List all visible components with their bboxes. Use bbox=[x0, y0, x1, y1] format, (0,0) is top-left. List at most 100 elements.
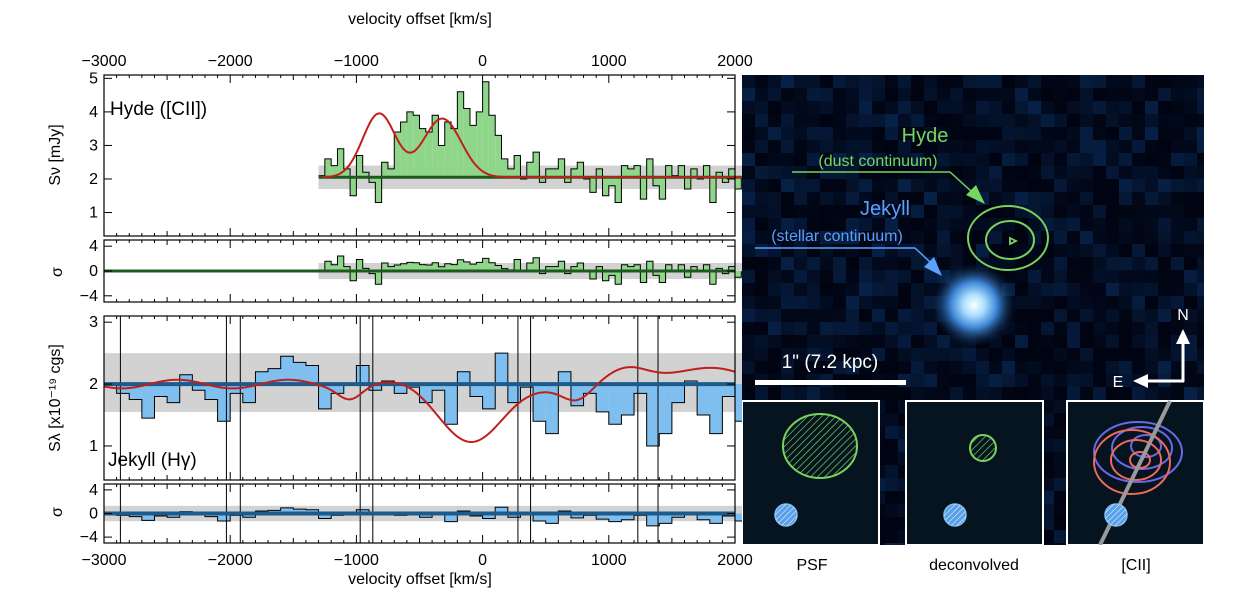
residual-bar bbox=[621, 264, 628, 271]
residual-bar bbox=[444, 513, 458, 522]
residual-bar bbox=[634, 264, 641, 271]
flux-bar bbox=[709, 177, 717, 203]
flux-bar bbox=[482, 384, 496, 409]
jekyll-fit-curve bbox=[103, 366, 736, 444]
jekyll-axes: 1 2 3 bbox=[89, 314, 736, 481]
flux-bar bbox=[596, 384, 609, 412]
hyde-image-label: Hyde bbox=[902, 125, 949, 147]
inset-psf bbox=[742, 400, 880, 545]
residual-bar bbox=[545, 266, 553, 271]
bottom-xtick-label: −2000 bbox=[208, 552, 253, 569]
compass-north-arrowhead bbox=[1176, 329, 1190, 344]
flux-bar bbox=[722, 384, 735, 397]
jekyll-residual-ytick-label: −4 bbox=[80, 529, 98, 546]
cii-contour bbox=[1130, 434, 1162, 458]
bottom-xtick-label: 1000 bbox=[591, 552, 627, 569]
flux-bar bbox=[457, 371, 470, 385]
residual-bar bbox=[735, 513, 748, 521]
bottom-xtick-label: 0 bbox=[478, 552, 487, 569]
residual-bar bbox=[343, 266, 351, 271]
deconvolved-hyde bbox=[969, 434, 997, 462]
residual-bar bbox=[659, 513, 672, 524]
jekyll-ytick-label: 3 bbox=[89, 314, 98, 331]
flux-bar bbox=[192, 384, 205, 391]
flux-bar bbox=[444, 121, 452, 178]
flux-bar bbox=[570, 384, 584, 406]
flux-bar bbox=[425, 132, 433, 178]
flux-bar bbox=[703, 165, 710, 178]
jekyll-residual-ytick-label: 4 bbox=[89, 482, 98, 499]
flux-bar bbox=[356, 155, 363, 178]
flux-bar bbox=[469, 125, 477, 178]
flux-bar bbox=[665, 165, 672, 178]
flux-bar bbox=[413, 115, 420, 178]
flux-bar bbox=[444, 384, 458, 425]
residual-bar bbox=[432, 262, 439, 271]
flux-bar bbox=[495, 135, 502, 178]
cii-contour bbox=[1129, 451, 1151, 469]
jekyll-panel-label: Jekyll (Hγ) bbox=[108, 450, 197, 471]
flux-bar bbox=[697, 384, 710, 416]
flux-bar bbox=[495, 353, 508, 385]
top-xtick-label: −1000 bbox=[334, 53, 379, 70]
flux-bar bbox=[634, 165, 641, 178]
inset-caption-psf: PSF bbox=[796, 557, 827, 574]
cii-contours bbox=[1093, 421, 1183, 495]
residual-bar bbox=[627, 266, 635, 271]
compass-east-arrowhead bbox=[1133, 374, 1148, 388]
hyde-yaxis-label: Sν [mJy] bbox=[47, 124, 64, 185]
inset-caption-cii: [CII] bbox=[1121, 557, 1150, 574]
hyde-residual-ytick-label: 4 bbox=[89, 238, 98, 255]
residual-bar bbox=[375, 271, 382, 285]
residual-bar bbox=[596, 266, 603, 271]
flux-bar bbox=[514, 155, 521, 178]
jekyll-image-sublabel: (stellar continuum) bbox=[771, 228, 903, 245]
flux-bar bbox=[615, 177, 622, 203]
hyde-contour-outer bbox=[967, 205, 1049, 271]
flux-bar bbox=[621, 165, 628, 178]
flux-bar bbox=[387, 168, 395, 178]
residual-bar bbox=[728, 266, 735, 271]
flux-bar bbox=[331, 165, 338, 178]
cii-contour bbox=[1093, 429, 1171, 495]
jekyll-yaxis-label: Sλ [x10⁻¹⁹ cgs] bbox=[47, 344, 64, 452]
flux-bar bbox=[204, 384, 218, 400]
flux-bar bbox=[602, 177, 609, 196]
cii-contour bbox=[1093, 421, 1183, 483]
bottom-xtick-label: −1000 bbox=[334, 552, 379, 569]
top-xtick-label: 1000 bbox=[591, 53, 627, 70]
flux-bar bbox=[621, 384, 635, 416]
flux-bar bbox=[167, 384, 180, 403]
residual-bar bbox=[457, 259, 464, 271]
residual-bar bbox=[356, 259, 363, 271]
compass-east-label: E bbox=[1113, 374, 1124, 391]
flux-bar bbox=[539, 177, 546, 183]
residual-bar bbox=[387, 266, 395, 271]
hyde-ytick-label: 4 bbox=[89, 104, 98, 121]
scalebar-label: 1" (7.2 kpc) bbox=[782, 352, 879, 373]
residual-bar bbox=[678, 264, 685, 271]
flux-bar bbox=[463, 108, 470, 178]
flux-bar bbox=[545, 384, 559, 434]
residual-bar bbox=[640, 271, 647, 283]
hyde-ytick-label: 2 bbox=[89, 171, 98, 188]
cii-contour bbox=[1110, 439, 1162, 481]
cii-contour bbox=[1111, 426, 1173, 470]
inset-caption-deconvolved: deconvolved bbox=[929, 557, 1019, 574]
flux-bar bbox=[722, 177, 729, 183]
flux-bar bbox=[577, 162, 584, 178]
flux-bar bbox=[469, 384, 483, 397]
flux-bar bbox=[432, 384, 445, 391]
residual-bar bbox=[482, 513, 496, 519]
hyde-axes: −3000 −2000 −1000 0 1000 2000 1 2 3 4 5 bbox=[82, 53, 753, 237]
flux-bar bbox=[381, 162, 388, 178]
residual-bar bbox=[652, 271, 660, 276]
hyde-residual-ylabel: σ bbox=[49, 267, 66, 277]
inset-deconvolved bbox=[905, 400, 1044, 545]
residual-bar bbox=[570, 266, 578, 271]
residual-bar bbox=[545, 513, 559, 524]
flux-bar bbox=[293, 362, 306, 385]
flux-bar bbox=[507, 168, 515, 178]
flux-bar bbox=[375, 177, 382, 203]
